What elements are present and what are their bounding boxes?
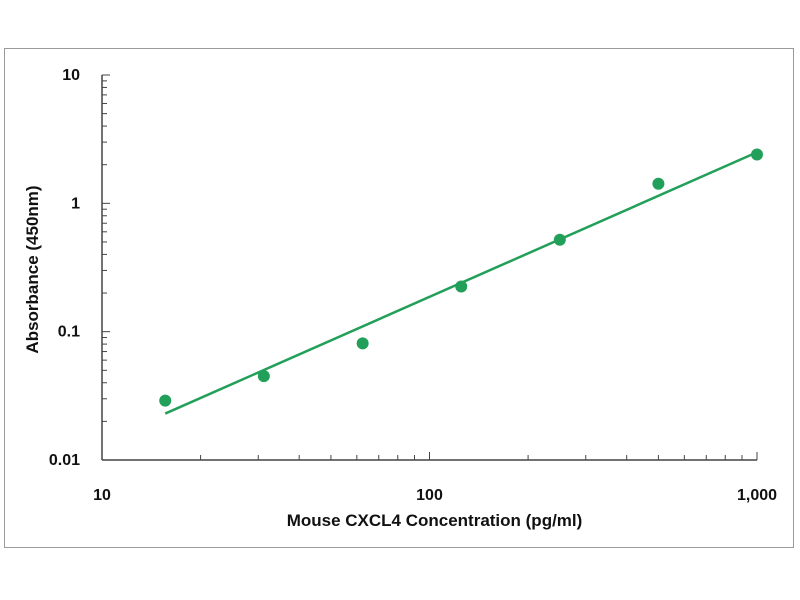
y-axis-title: Absorbance (450nm) <box>23 185 42 353</box>
ticks <box>101 74 758 461</box>
data-point <box>751 148 763 161</box>
y-tick-label: 0.1 <box>58 324 80 341</box>
chart-frame: 0.01 0.1 1 10 10 100 1,000 Mouse CXCL4 Concent… <box>4 48 794 548</box>
x-axis-title: Mouse CXCL4 Concentration (pg/ml) <box>287 511 583 530</box>
x-tick-label: 10 <box>93 487 111 504</box>
data-point <box>356 337 369 350</box>
data-points <box>159 148 763 407</box>
data-point <box>553 233 566 246</box>
y-tick-label: 1 <box>71 195 80 212</box>
tick-labels: 0.01 0.1 1 10 10 100 1,000 <box>49 67 777 504</box>
x-tick-label: 1,000 <box>737 487 777 504</box>
data-point <box>159 394 172 407</box>
data-point <box>455 280 468 293</box>
data-point <box>257 370 270 383</box>
x-tick-label: 100 <box>416 487 443 504</box>
axes <box>101 75 757 461</box>
y-tick-label: 0.01 <box>49 452 80 469</box>
data-point <box>652 177 665 190</box>
chart-svg: 0.01 0.1 1 10 10 100 1,000 Mouse CXCL4 Concent… <box>23 67 777 530</box>
y-tick-label: 10 <box>62 67 80 84</box>
